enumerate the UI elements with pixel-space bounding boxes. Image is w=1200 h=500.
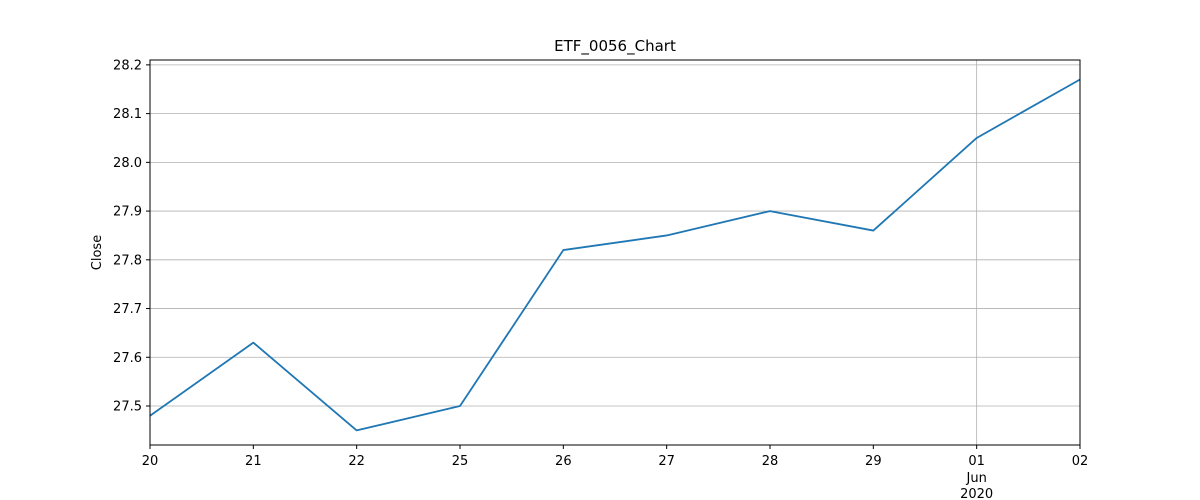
x-tick-label: 27 — [658, 454, 675, 469]
x-tick-label: 21 — [245, 454, 262, 469]
y-axis: 27.5 27.6 27.7 27.8 27.9 28.0 28.1 28.2 — [113, 58, 150, 415]
y-axis-title: Close — [90, 235, 105, 270]
chart-title: ETF_0056_Chart — [554, 37, 676, 56]
plot-frame — [149, 59, 1081, 446]
x-tick-label: 02 — [1072, 454, 1089, 469]
x-year-label: 2020 — [960, 487, 993, 500]
x-tick-label: 26 — [555, 454, 572, 469]
y-tick-label: 28.2 — [113, 58, 142, 73]
y-tick-label: 27.6 — [113, 351, 142, 366]
y-tick-label: 27.7 — [113, 302, 142, 317]
x-tick-label: 29 — [865, 454, 882, 469]
x-tick-label: 28 — [762, 454, 779, 469]
series-layer — [149, 78, 1081, 432]
y-tick-label: 27.9 — [113, 205, 142, 220]
x-tick-label: 25 — [452, 454, 469, 469]
series-line — [149, 78, 1081, 432]
y-tick-label: 27.5 — [113, 400, 142, 415]
x-month-label: Jun — [966, 471, 987, 486]
y-tick-label: 28.1 — [113, 107, 142, 122]
y-tick-label: 28.0 — [113, 156, 142, 171]
y-tick-label: 27.8 — [113, 253, 142, 268]
x-tick-label: 20 — [142, 454, 159, 469]
x-tick-label: 22 — [348, 454, 365, 469]
grid — [150, 60, 1080, 445]
x-tick-label: 01 — [968, 454, 985, 469]
